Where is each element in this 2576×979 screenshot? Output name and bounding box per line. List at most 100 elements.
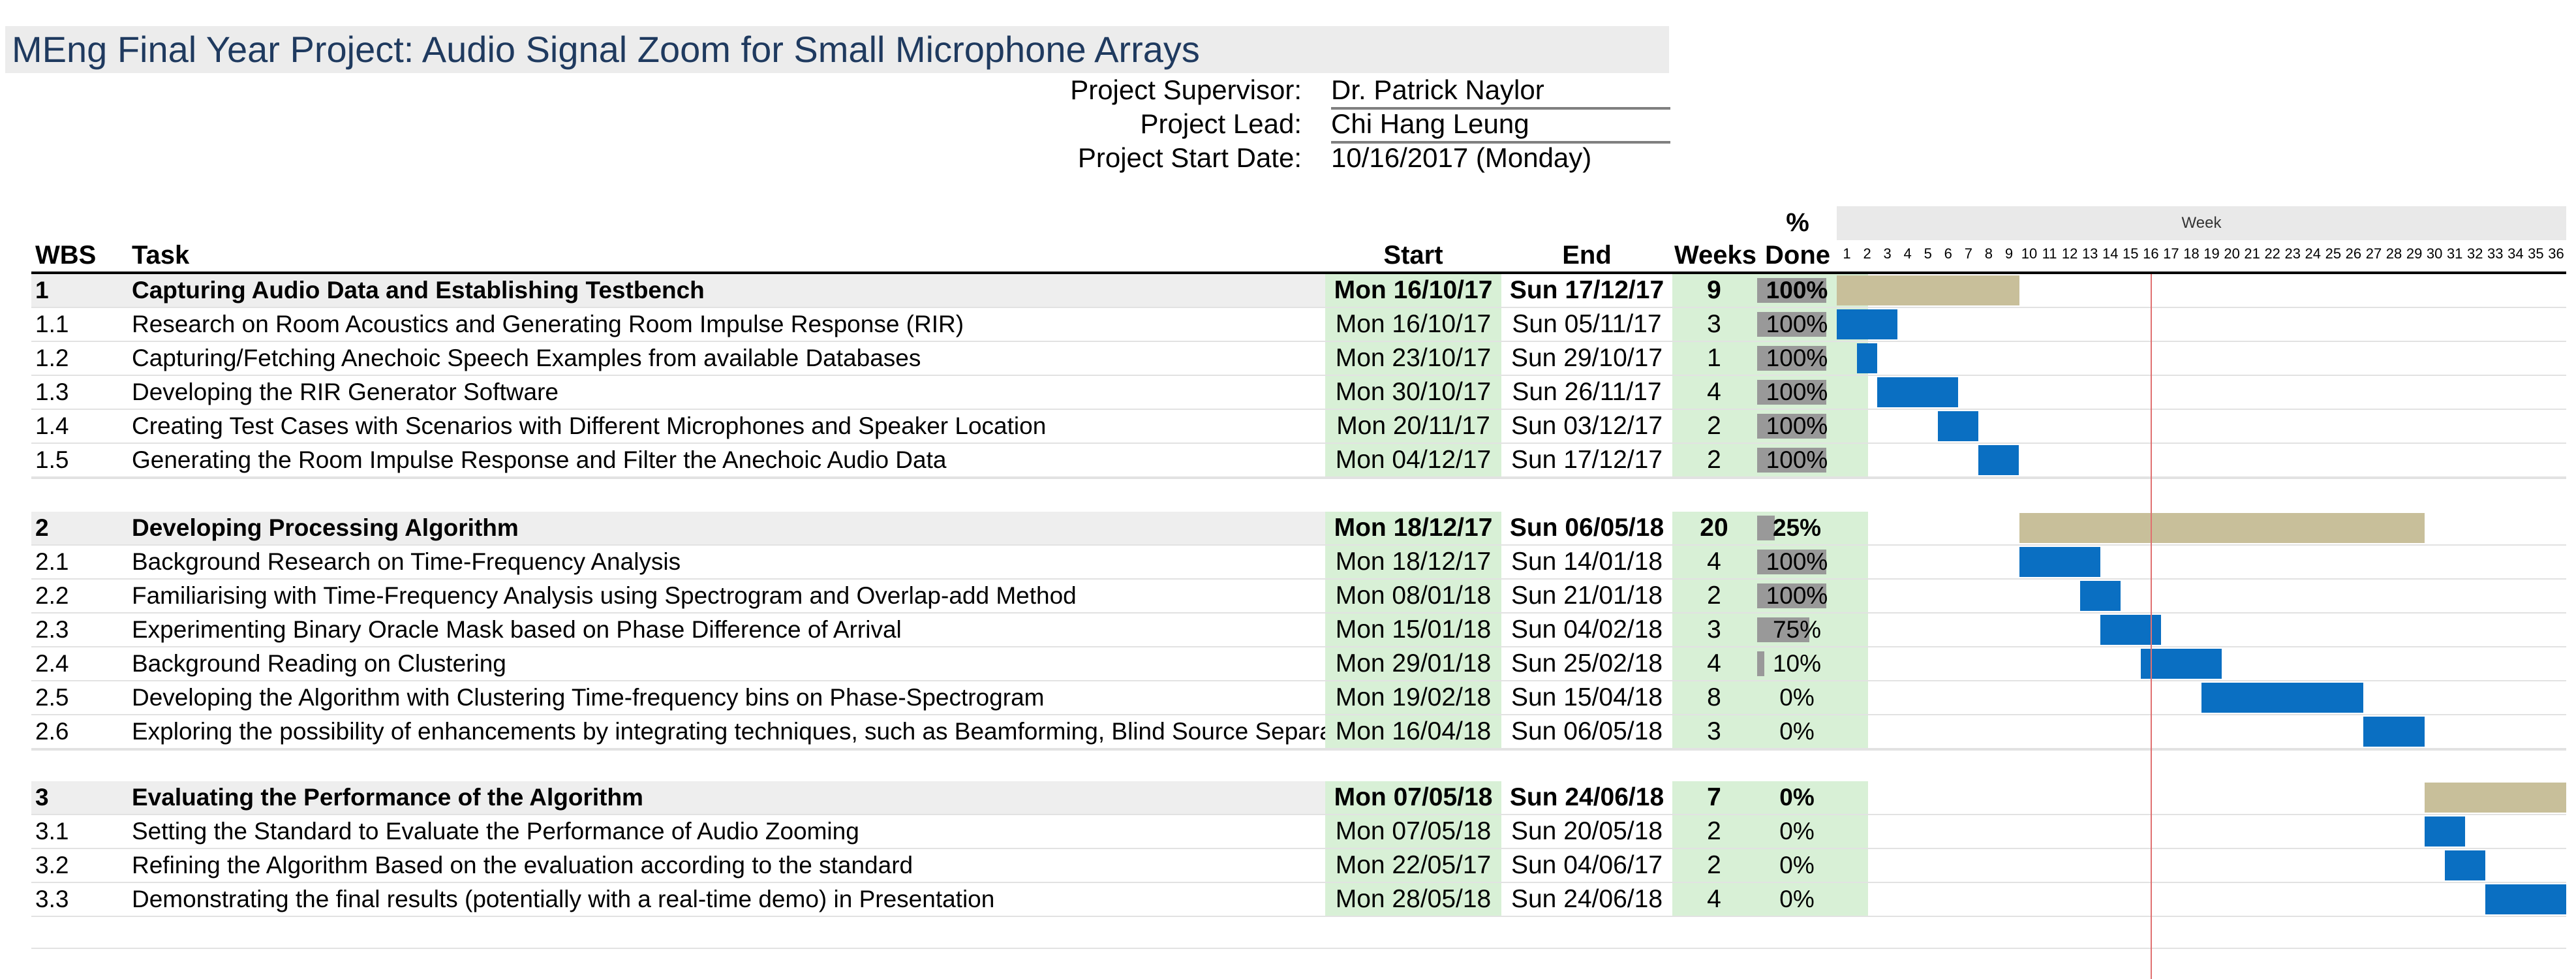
gantt-task-bar <box>1877 377 1959 407</box>
done-cell: 0% <box>1756 781 1868 814</box>
gantt-task-bar <box>2100 615 2161 645</box>
week-tick: 10 <box>2021 245 2038 262</box>
task-row: 1.2 Capturing/Fetching Anechoic Speech Ex… <box>31 342 2566 376</box>
weeks-cell: 4 <box>1672 546 1756 578</box>
end-date: Sun 05/11/17 <box>1512 310 1662 338</box>
week-tick: 1 <box>1843 245 1851 262</box>
weeks-cell: 4 <box>1672 883 1756 916</box>
row-separator <box>31 646 2566 647</box>
week-tick: 3 <box>1883 245 1892 262</box>
done-percent: 0% <box>1779 818 1815 845</box>
header-pct: % <box>1786 208 1809 237</box>
gantt-task-bar <box>2363 717 2425 747</box>
weeks-cell: 3 <box>1672 715 1756 748</box>
week-tick: 7 <box>1964 245 1972 262</box>
end-date: Sun 21/01/18 <box>1510 582 1663 610</box>
weeks-cell: 3 <box>1672 614 1756 646</box>
done-cell: 100% <box>1756 444 1868 476</box>
done-progress-bar <box>1757 380 1826 405</box>
task-name: Setting the Standard to Evaluate the Per… <box>132 818 859 845</box>
task-name: Demonstrating the final results (potenti… <box>132 886 995 912</box>
supervisor-value: Dr. Patrick Naylor <box>1331 73 1670 110</box>
done-progress-bar <box>1757 617 1809 642</box>
week-tick: 36 <box>2548 245 2564 262</box>
end-date: Sun 17/12/17 <box>1510 446 1663 474</box>
start-date: Mon 04/12/17 <box>1325 444 1501 476</box>
week-tick: 4 <box>1903 245 1912 262</box>
task-row: 2.2 Familiarising with Time-Frequency Ana… <box>31 580 2566 614</box>
row-separator <box>31 578 2566 580</box>
week-tick: 6 <box>1944 245 1952 262</box>
wbs-cell: 2.1 <box>35 548 69 575</box>
week-tick: 13 <box>2081 245 2098 262</box>
lead-value: Chi Hang Leung <box>1331 107 1670 144</box>
week-tick: 9 <box>2004 245 2014 262</box>
done-cell: 75% <box>1756 614 1868 646</box>
today-marker <box>2151 274 2153 979</box>
task-name: Evaluating the Performance of the Algori… <box>132 784 643 811</box>
week-tick: 5 <box>1924 245 1932 262</box>
lead-label: Project Lead: <box>1140 108 1302 139</box>
page-title: MEng Final Year Project: Audio Signal Zo… <box>12 29 1200 70</box>
phase-band <box>31 512 1325 544</box>
row-separator <box>31 544 2566 546</box>
end-date: Sun 03/12/17 <box>1510 412 1663 440</box>
task-name: Developing the RIR Generator Software <box>132 379 559 405</box>
row-separator <box>31 476 2566 478</box>
end-date: Sun 29/10/17 <box>1510 344 1663 372</box>
title-bar <box>5 26 1669 73</box>
week-tick: 32 <box>2467 245 2483 262</box>
week-tick: 29 <box>2406 245 2423 262</box>
done-cell: 100% <box>1756 580 1868 612</box>
done-cell: 10% <box>1756 647 1868 680</box>
header-start: Start <box>1383 241 1443 270</box>
wbs-cell: 2.2 <box>35 582 69 609</box>
header-wbs: WBS <box>35 241 97 270</box>
task-name: Capturing/Fetching Anechoic Speech Examp… <box>132 345 921 371</box>
row-separator <box>31 375 2566 376</box>
week-tick: 28 <box>2385 245 2402 262</box>
task-row: 2.5 Developing the Algorithm with Cluster… <box>31 681 2566 715</box>
weeks-cell: 8 <box>1672 681 1756 714</box>
start-date: Mon 20/11/17 <box>1325 410 1501 443</box>
end-date: Sun 20/05/18 <box>1510 817 1663 845</box>
task-row: 2.3 Experimenting Binary Oracle Mask base… <box>31 614 2566 647</box>
week-tick: 15 <box>2123 245 2139 262</box>
weeks-cell: 9 <box>1672 274 1756 307</box>
task-row: 2.1 Background Research on Time-Frequency… <box>31 546 2566 580</box>
wbs-cell: 2.3 <box>35 616 69 643</box>
row-separator <box>31 680 2566 681</box>
start-date: Mon 15/01/18 <box>1325 614 1501 646</box>
phase-row: 1 Capturing Audio Data and Establishing T… <box>31 274 2566 308</box>
gantt-task-bar <box>2485 884 2566 914</box>
gantt-task-bar <box>2424 816 2465 847</box>
gantt-phase-bar <box>2424 783 2566 813</box>
end-date: Sun 04/02/18 <box>1510 615 1663 644</box>
done-percent: 100% <box>1766 412 1828 439</box>
task-name: Capturing Audio Data and Establishing Te… <box>132 277 705 303</box>
end-date: Sun 14/01/18 <box>1510 548 1663 576</box>
done-cell: 0% <box>1756 681 1868 714</box>
week-tick: 22 <box>2264 245 2280 262</box>
end-date: Sun 24/06/18 <box>1509 783 1664 811</box>
done-cell: 100% <box>1756 410 1868 443</box>
wbs-cell: 1 <box>35 277 49 303</box>
wbs-cell: 1.2 <box>35 345 69 371</box>
week-tick: 12 <box>2061 245 2078 262</box>
done-progress-bar <box>1757 312 1826 337</box>
gantt-task-bar <box>2201 683 2364 713</box>
row-separator <box>31 478 2566 479</box>
start-date: Mon 16/04/18 <box>1325 715 1501 748</box>
start-date: Mon 08/01/18 <box>1325 580 1501 612</box>
start-date: Mon 07/05/18 <box>1325 781 1501 814</box>
done-percent: 0% <box>1779 784 1815 811</box>
week-tick: 2 <box>1863 245 1871 262</box>
task-name: Background Reading on Clustering <box>132 650 506 677</box>
weeks-cell: 2 <box>1672 815 1756 848</box>
wbs-cell: 2 <box>35 514 49 541</box>
week-tick: 16 <box>2143 245 2159 262</box>
wbs-cell: 3.2 <box>35 852 69 878</box>
week-tick: 30 <box>2426 245 2443 262</box>
row-separator <box>31 948 2566 949</box>
start-date: Mon 29/01/18 <box>1325 647 1501 680</box>
